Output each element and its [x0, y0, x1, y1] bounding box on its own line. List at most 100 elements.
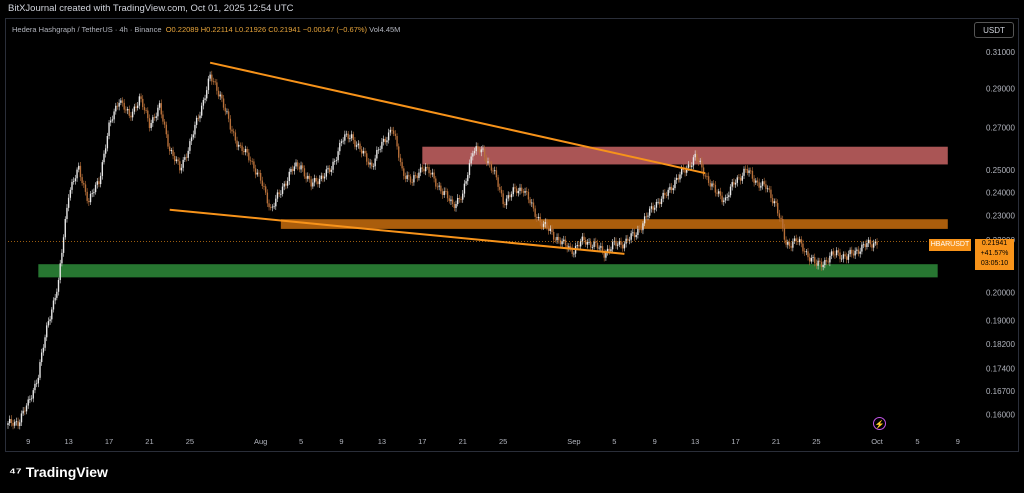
candle-body — [753, 178, 755, 183]
candle-body — [552, 231, 555, 240]
candle-body — [712, 183, 715, 185]
candle-body — [163, 121, 166, 125]
candle-body — [846, 256, 848, 260]
candle-body — [394, 133, 397, 137]
candle-body — [790, 246, 792, 248]
candle-body — [815, 263, 818, 266]
candle-body — [413, 175, 415, 183]
candle-body — [537, 216, 540, 219]
candle-body — [30, 398, 33, 400]
candle-body — [751, 170, 754, 179]
candle-body — [803, 251, 806, 253]
candle-body — [369, 162, 371, 165]
candle-body — [849, 249, 851, 255]
y-tick-label: 0.20000 — [986, 288, 1015, 297]
candle-body — [350, 134, 353, 139]
candle-body — [475, 146, 477, 152]
candle-body — [101, 162, 104, 176]
candle-body — [808, 257, 811, 262]
candle-body — [398, 146, 400, 158]
y-tick-label: 0.18200 — [986, 340, 1015, 349]
candle-body — [34, 383, 36, 391]
change-value: −0.00147 (−0.67%) — [302, 25, 368, 34]
candle-body — [27, 399, 29, 406]
candle-body — [66, 207, 68, 220]
candle-body — [135, 106, 137, 108]
candle-body — [637, 228, 639, 235]
candle-body — [253, 161, 255, 169]
candle-body — [20, 413, 23, 423]
candle-body — [54, 297, 56, 301]
candle-body — [62, 237, 65, 253]
candle-body — [686, 167, 688, 173]
x-tick-label: 21 — [145, 437, 153, 446]
candle-body — [819, 260, 821, 262]
candle-body — [559, 240, 562, 245]
candle-body — [844, 254, 846, 257]
candle-body — [99, 175, 102, 185]
candle-body — [760, 185, 762, 188]
candle-body — [505, 198, 508, 206]
candle-body — [401, 162, 403, 169]
candle-body — [446, 191, 449, 199]
candle-body — [339, 142, 341, 152]
candle-body — [12, 422, 14, 426]
open-value: O0.22089 — [165, 25, 199, 34]
candle-body — [367, 161, 370, 165]
candle-body — [56, 291, 58, 298]
candle-body — [76, 169, 78, 179]
candle-body — [515, 188, 518, 194]
currency-button[interactable]: USDT — [974, 22, 1014, 38]
candle-body — [266, 192, 269, 204]
candle-body — [591, 246, 594, 248]
candle-body — [379, 148, 381, 150]
candle-body — [453, 204, 456, 208]
candle-body — [273, 206, 275, 208]
candle-body — [534, 208, 536, 217]
chart-frame[interactable] — [5, 18, 1019, 452]
candle-body — [96, 181, 98, 185]
candle-body — [147, 110, 149, 119]
candle-body — [357, 143, 360, 146]
candle-body — [278, 192, 280, 195]
candle-body — [214, 81, 216, 83]
candle-body — [177, 159, 179, 162]
candle-body — [248, 152, 250, 161]
candle-body — [443, 191, 445, 196]
resistance-zone — [422, 146, 948, 165]
candle-body — [106, 135, 109, 149]
candle-body — [563, 239, 565, 242]
candle-body — [88, 200, 90, 203]
candle-body — [133, 106, 136, 112]
candle-body — [226, 111, 228, 113]
y-tick-label: 0.31000 — [986, 48, 1015, 57]
candle-body — [238, 144, 240, 147]
candle-body — [204, 98, 206, 100]
candle-body — [576, 245, 578, 247]
candle-body — [782, 219, 784, 228]
candle-body — [623, 243, 626, 249]
candle-body — [86, 191, 88, 201]
candle-body — [167, 134, 169, 147]
candle-body — [867, 239, 870, 244]
lightning-icon[interactable]: ⚡ — [873, 417, 886, 430]
candle-body — [142, 98, 144, 108]
candle-body — [150, 123, 152, 129]
candle-body — [748, 170, 750, 174]
candle-body — [701, 160, 703, 168]
candle-body — [111, 119, 114, 121]
candle-body — [677, 177, 680, 180]
candle-body — [131, 111, 134, 118]
candle-body — [684, 170, 686, 173]
candle-body — [669, 186, 671, 190]
candle-body — [286, 181, 289, 186]
candle-body — [793, 238, 796, 242]
high-value: H0.22114 — [200, 25, 233, 34]
candle-body — [862, 244, 865, 246]
candle-body — [222, 98, 225, 108]
candle-body — [837, 250, 840, 253]
candle-body — [520, 187, 523, 192]
candle-body — [667, 189, 669, 196]
candle-body — [618, 241, 621, 245]
